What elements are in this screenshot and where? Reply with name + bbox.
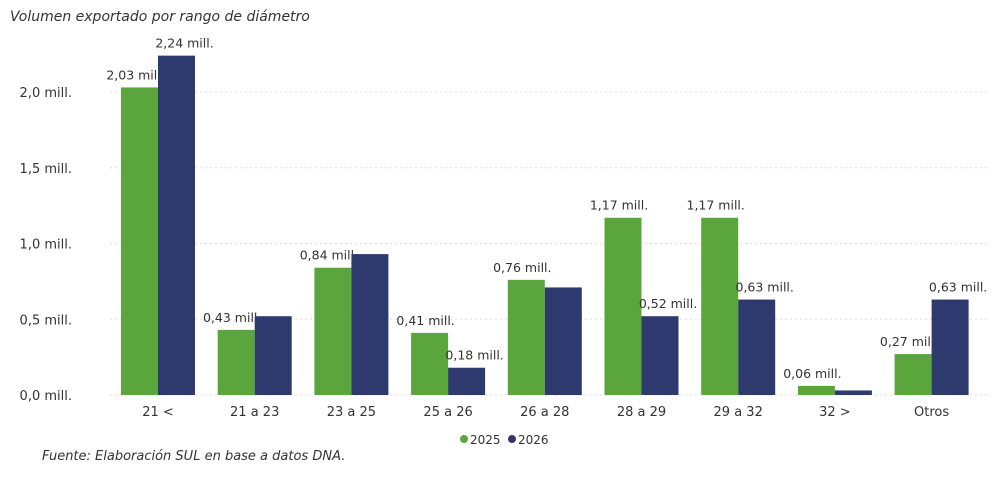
x-tick-label: 26 a 28	[520, 405, 569, 420]
bar-2025	[314, 267, 352, 395]
x-tick-label: 28 a 29	[617, 405, 666, 420]
bar-2026	[738, 299, 776, 395]
data-label: 0,27 mill.	[880, 334, 938, 349]
data-label: 0,41 mill.	[396, 313, 454, 328]
chart-source: Fuente: Elaboración SUL en base a datos …	[42, 449, 345, 464]
bar-2026	[158, 55, 195, 395]
x-tick-label: 21 <	[142, 405, 174, 420]
legend-marker-2026	[508, 435, 516, 443]
bar-2025	[507, 279, 545, 395]
bar-2025	[604, 217, 642, 395]
x-tick-label: 29 a 32	[714, 405, 763, 420]
data-label: 0,52 mill.	[639, 296, 697, 311]
data-label: 0,84 mill.	[300, 248, 358, 263]
data-label: 0,76 mill.	[493, 260, 551, 275]
x-tick-label: 21 a 23	[230, 405, 279, 420]
data-label: 2,24 mill.	[155, 36, 213, 51]
data-label: 1,17 mill.	[590, 198, 648, 213]
y-tick-label: 0,5 mill.	[20, 313, 72, 328]
chart-title: Volumen exportado por rango de diámetro	[10, 9, 310, 25]
bar-2026	[448, 367, 486, 395]
y-tick-label: 1,0 mill.	[20, 238, 72, 253]
legend-label: 2025	[470, 433, 501, 447]
x-tick-label: Otros	[914, 405, 949, 420]
bar-2025	[217, 329, 255, 395]
x-tick-label: 25 a 26	[423, 405, 472, 420]
bar-2026	[834, 390, 872, 395]
bar-2025	[121, 87, 158, 395]
y-tick-label: 2,0 mill.	[20, 86, 72, 101]
bar-2026	[351, 254, 389, 395]
bar-2026	[254, 316, 292, 395]
data-label: 0,18 mill.	[445, 348, 503, 363]
bar-2025	[701, 217, 739, 395]
data-label: 0,43 mill.	[203, 310, 261, 325]
y-tick-label: 1,5 mill.	[20, 162, 72, 177]
bar-2025	[797, 385, 835, 395]
data-label: 2,03 mill.	[106, 67, 164, 82]
bar-2026	[544, 287, 582, 395]
bar-2025	[894, 354, 932, 395]
data-label: 1,17 mill.	[687, 198, 745, 213]
bar-2025	[411, 332, 449, 395]
bar-2026	[931, 299, 969, 395]
x-tick-label: 23 a 25	[327, 405, 376, 420]
legend-marker-2025	[460, 435, 468, 443]
legend-label: 2026	[518, 433, 549, 447]
bar-2026	[641, 316, 679, 395]
x-tick-label: 32 >	[819, 405, 851, 420]
y-tick-label: 0,0 mill.	[20, 389, 72, 404]
data-label: 0,06 mill.	[783, 366, 841, 381]
data-label: 0,63 mill.	[929, 280, 987, 295]
data-label: 0,63 mill.	[736, 280, 794, 295]
